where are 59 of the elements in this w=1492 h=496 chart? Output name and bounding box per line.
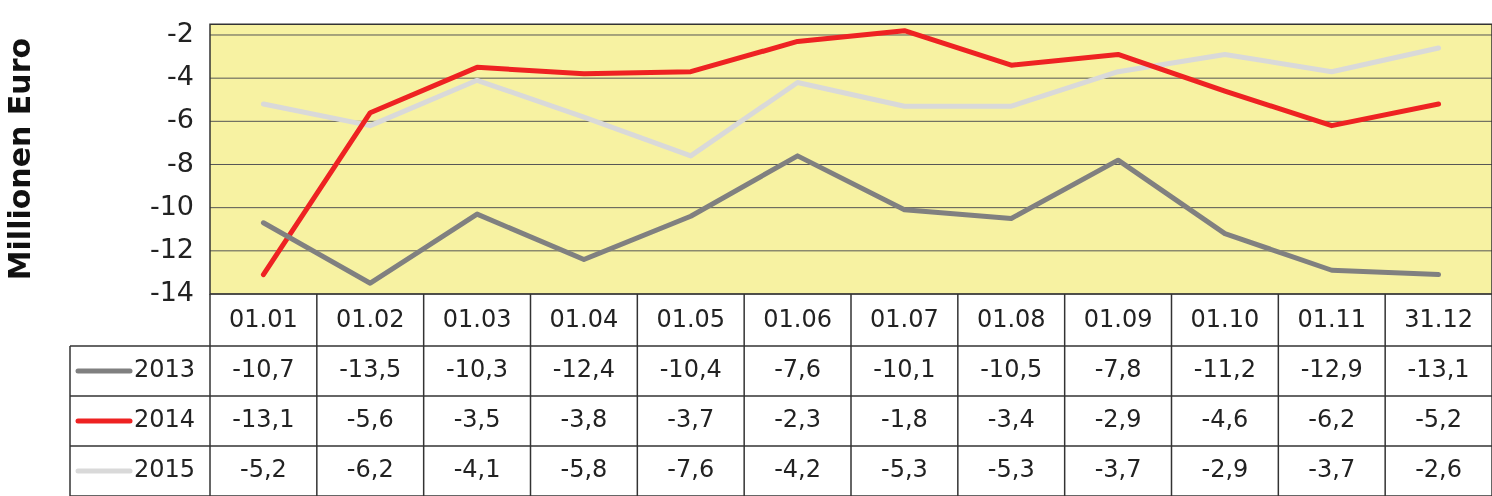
data-label: -5,2: [1415, 405, 1462, 434]
data-label: -7,6: [667, 455, 715, 484]
y-tick-label: -12: [149, 232, 194, 264]
data-label: -13,1: [1407, 355, 1470, 384]
x-tick-label: 01.07: [870, 304, 939, 333]
x-tick-label: 01.10: [1190, 304, 1260, 333]
data-label: -12,9: [1300, 355, 1363, 384]
x-tick-label: 01.11: [1297, 304, 1367, 333]
data-label: -6,2: [1308, 405, 1356, 434]
data-label: -10,5: [980, 355, 1043, 384]
x-tick-label: 31.12: [1404, 304, 1473, 333]
data-label: -10,1: [873, 355, 936, 384]
data-label: -3,7: [667, 405, 715, 434]
legend-label: 2015: [134, 455, 196, 484]
x-tick-label: 01.04: [549, 304, 619, 333]
data-label: -5,2: [240, 455, 287, 484]
data-label: -10,7: [232, 355, 295, 384]
data-label: -7,8: [1094, 355, 1142, 384]
data-label: -2,9: [1201, 455, 1249, 484]
x-tick-label: 01.02: [335, 304, 405, 333]
data-label: -4,6: [1201, 405, 1249, 434]
data-label: -13,1: [232, 405, 295, 434]
data-label: -6,2: [346, 455, 394, 484]
data-label: -5,3: [881, 455, 928, 484]
x-tick-label: 01.03: [442, 304, 512, 333]
x-tick-label: 01.01: [229, 304, 298, 333]
data-label: -3,7: [1094, 455, 1142, 484]
data-label: -10,4: [659, 355, 722, 384]
data-label: -2,9: [1094, 405, 1142, 434]
x-tick-label: 01.09: [1083, 304, 1153, 333]
legend-label: 2014: [134, 405, 196, 434]
data-label: -13,5: [339, 355, 402, 384]
data-label: -5,3: [987, 455, 1035, 484]
y-axis-title: Millionen Euro: [1, 37, 37, 281]
data-label: -2,3: [774, 405, 821, 434]
data-label: -3,7: [1308, 455, 1356, 484]
y-tick-label: -4: [167, 60, 194, 92]
x-tick-label: 01.08: [976, 304, 1046, 333]
data-label: -3,4: [987, 405, 1035, 434]
legend-label: 2013: [134, 355, 196, 384]
data-label: -5,6: [346, 405, 394, 434]
data-label: -4,2: [774, 455, 821, 484]
y-tick-label: -6: [167, 103, 194, 135]
data-label: -7,6: [774, 355, 821, 384]
data-label: -11,2: [1193, 355, 1256, 384]
data-label: -10,3: [446, 355, 509, 384]
y-tick-label: -2: [167, 17, 194, 49]
x-tick-label: 01.06: [763, 304, 832, 333]
y-tick-label: -10: [149, 189, 194, 221]
data-label: -3,8: [560, 405, 608, 434]
y-tick-label: -14: [149, 276, 194, 308]
data-label: -2,6: [1415, 455, 1462, 484]
y-tick-label: -8: [167, 146, 194, 178]
data-label: -1,8: [881, 405, 928, 434]
x-tick-label: 01.05: [656, 304, 726, 333]
data-label: -4,1: [453, 455, 501, 484]
data-label: -3,5: [453, 405, 501, 434]
data-label: -5,8: [560, 455, 608, 484]
data-label: -12,4: [552, 355, 615, 384]
